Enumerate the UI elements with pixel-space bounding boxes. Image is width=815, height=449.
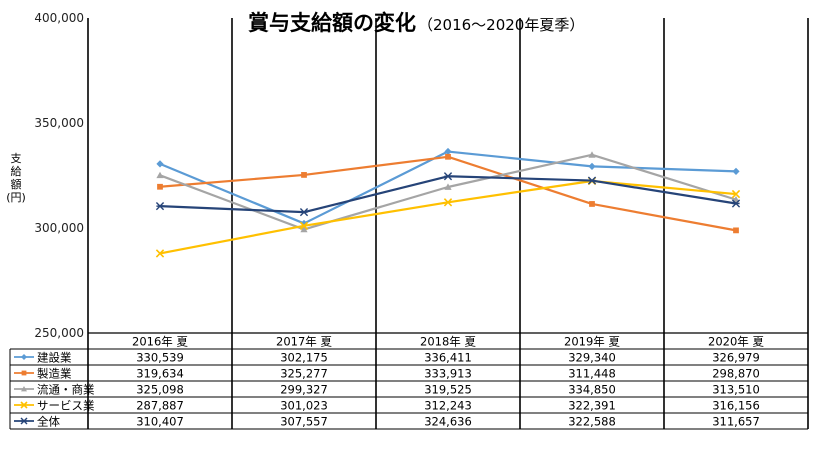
marker-square [301,172,307,178]
chart-title-group: 賞与支給額の変化 （2016～2020年夏季） [248,11,584,35]
legend-label: 製造業 [37,367,72,381]
marker-triangle [444,183,452,190]
y-axis-ticks: 250,000 300,000 350,000 400,000 [34,11,84,340]
marker-x [155,249,165,258]
y-axis-label-part: 額 [11,178,22,191]
marker-triangle [156,171,164,179]
marker-diamond [444,147,452,156]
y-tick-label: 250,000 [34,326,84,340]
data-label: 311,448 [568,367,616,381]
marker-x [731,189,741,199]
data-label: 301,023 [280,399,328,413]
data-label: 302,175 [280,351,328,365]
series-5 [155,172,741,217]
marker-x [20,401,28,409]
data-label: 322,391 [568,399,616,413]
marker-square [157,183,163,190]
data-label: 329,340 [568,351,616,365]
series-lines [155,147,741,258]
marker-diamond [588,162,596,170]
table-row: 流通・商業 325,098 299,327 319,525 334,850 313,510 [14,383,760,397]
marker-square [21,370,27,376]
x-tick-label: 2020年 夏 [708,335,764,349]
x-tick-label: 2016年 夏 [132,335,188,349]
marker-square [445,153,451,160]
marker-square [589,201,595,207]
chart-title: 賞与支給額の変化 [248,11,416,35]
series-3 [156,151,740,233]
data-label: 319,634 [136,367,184,381]
y-axis-label-part: 支 [11,152,22,165]
marker-triangle [300,225,308,233]
data-label: 299,327 [280,383,328,397]
data-label: 316,156 [712,399,760,413]
series-line [159,153,737,231]
marker-x [443,198,453,207]
x-tick-label: 2018年 夏 [420,335,476,349]
marker-diamond [156,160,164,168]
data-label: 298,870 [712,367,760,381]
data-label: 311,657 [712,415,760,429]
data-label: 333,913 [424,367,472,381]
y-tick-label: 350,000 [34,116,84,130]
data-label: 319,525 [424,383,472,397]
legend-label: 全体 [37,415,60,429]
legend-label: サービス業 [37,399,95,413]
table-row: サービス業 287,887 301,023 312,243 322,391 316,156 [14,399,760,413]
marker-triangle [21,386,27,392]
data-label: 313,510 [712,383,760,397]
y-axis-label-part: (円) [6,191,26,204]
marker-diamond [732,167,740,175]
x-tick-label: 2019年 夏 [564,335,620,349]
series-line [159,179,737,255]
data-label: 325,098 [136,383,184,397]
data-label: 312,243 [424,399,472,413]
y-tick-label: 400,000 [34,11,84,25]
data-label: 325,277 [280,367,328,381]
table-row: 製造業 319,634 325,277 333,913 311,448 298,870 [14,367,760,381]
y-axis-label-part: 給 [11,164,22,178]
series-2 [157,153,739,234]
table-row: 建設業 330,539 302,175 336,411 329,340 326,979 [14,351,760,365]
table-row: 全体 310,407 307,557 324,636 322,588 311,657 [14,415,760,429]
data-label: 330,539 [136,351,184,365]
data-label: 322,588 [568,415,616,429]
marker-triangle [588,151,596,158]
legend-label: 流通・商業 [37,383,95,397]
data-label: 287,887 [136,399,184,413]
data-label: 310,407 [136,415,184,429]
legend-label: 建設業 [37,351,72,365]
x-tick-label: 2017年 夏 [276,335,332,349]
data-label: 334,850 [568,383,616,397]
y-tick-label: 300,000 [34,221,84,235]
chart-subtitle: （2016～2020年夏季） [418,16,584,34]
data-label: 336,411 [424,351,472,365]
marker-x [299,221,309,231]
marker-diamond [21,354,27,360]
y-axis-label: 支給額(円) [6,152,26,204]
marker-square [733,227,739,234]
data-label: 307,557 [280,415,328,429]
data-label: 326,979 [712,351,760,365]
data-label: 324,636 [424,415,472,429]
